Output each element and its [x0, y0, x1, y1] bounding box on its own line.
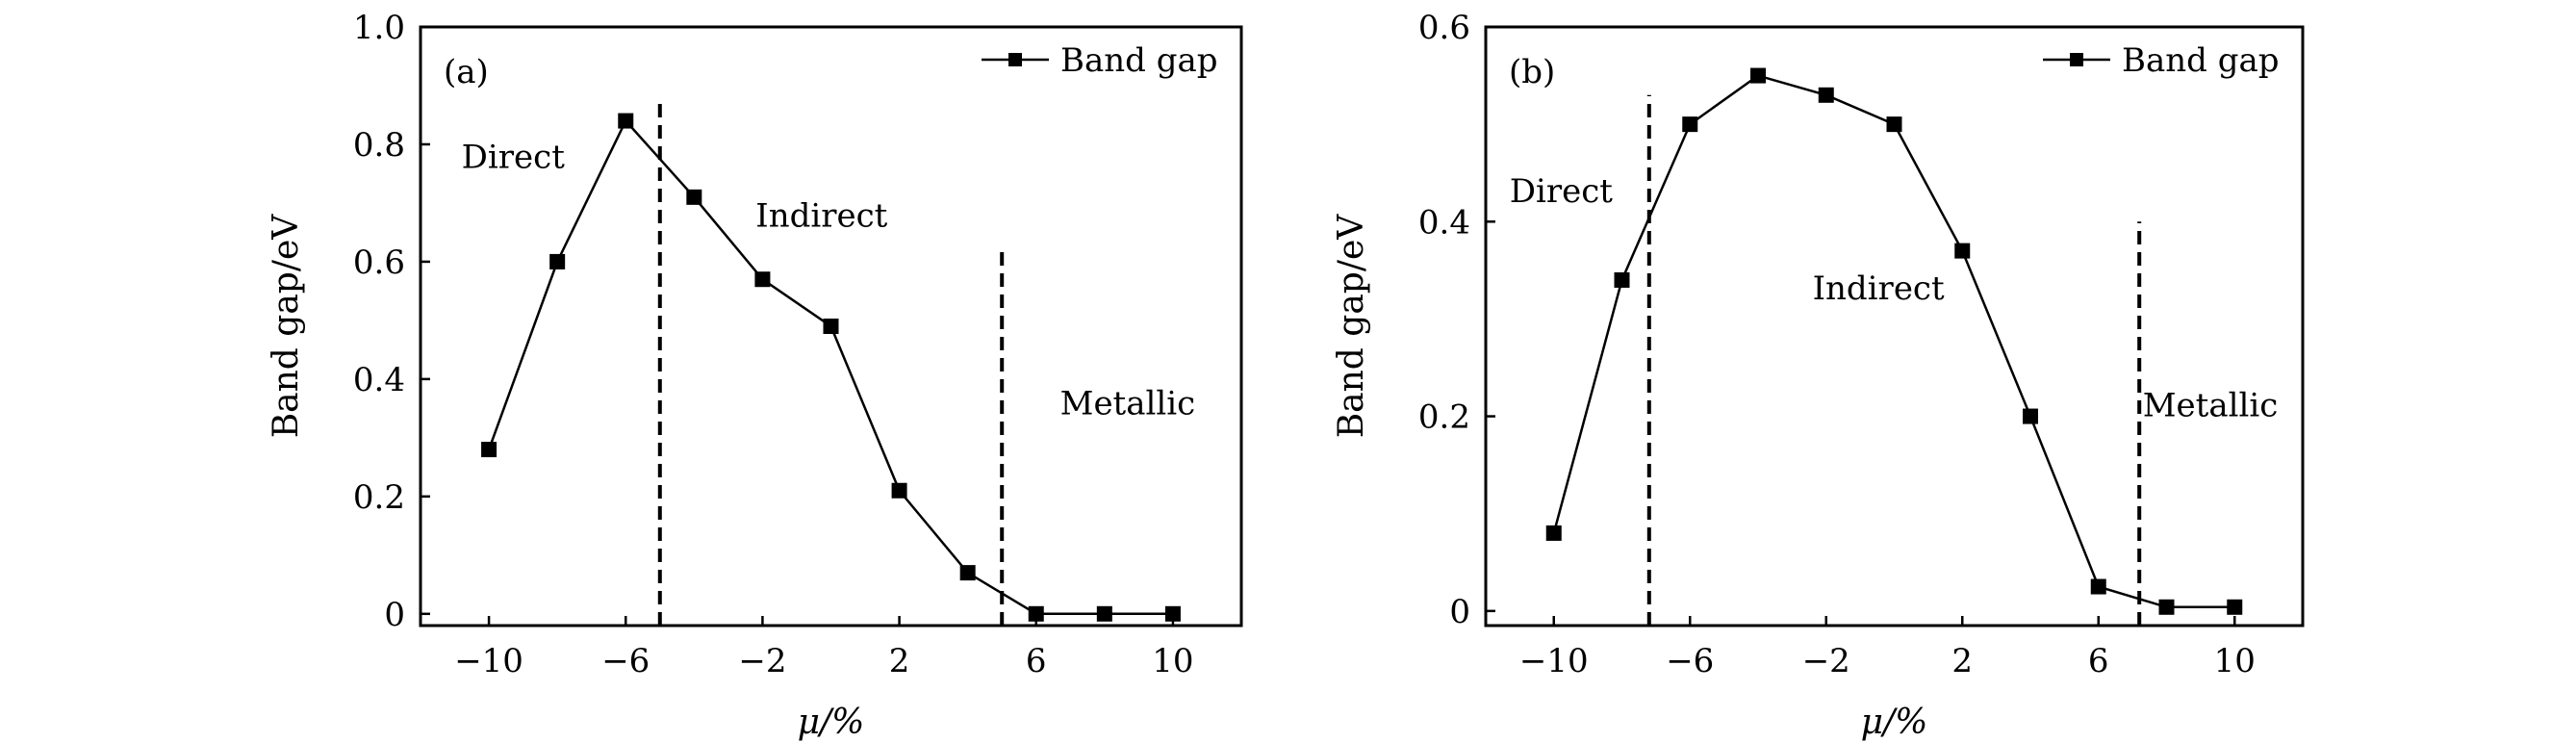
- plot-frame: [1484, 25, 2305, 628]
- x-tick-label: 2: [1951, 642, 1973, 680]
- data-point-marker: [549, 253, 566, 269]
- x-tick-label: 10: [1152, 642, 1193, 680]
- data-point-marker: [2158, 599, 2175, 615]
- y-tick-label: 1.0: [353, 9, 405, 47]
- data-point-marker: [891, 482, 907, 499]
- region-label-direct: Direct: [1510, 172, 1614, 211]
- y-tick-label: 0.4: [353, 361, 405, 399]
- data-point-marker: [1614, 271, 1630, 288]
- y-tick-label: 0.4: [1418, 203, 1470, 242]
- x-tick-label: −10: [454, 642, 523, 680]
- data-point-marker: [2227, 599, 2243, 615]
- region-label-indirect: Indirect: [1813, 269, 1945, 308]
- data-point-marker: [1164, 605, 1181, 622]
- x-axis-label: μ/%: [798, 703, 865, 742]
- data-point-marker: [2023, 408, 2038, 424]
- x-tick-label: −2: [1802, 642, 1850, 680]
- x-tick-label: −2: [738, 642, 786, 680]
- chart-panel-a: −10 −6 −2 2 6 10 0 0.2 0.4 0.6 0.8 1.0 μ/% Band gap/e…: [267, 9, 1243, 742]
- y-axis-label: Band gap/eV: [1332, 214, 1371, 439]
- x-tick-label: 2: [889, 642, 910, 680]
- y-tick-label: 0.6: [1418, 9, 1470, 47]
- x-tick-label: −6: [601, 642, 650, 680]
- data-point-marker: [1818, 87, 1834, 103]
- region-label-indirect: Indirect: [755, 196, 887, 235]
- legend-label: Band gap: [1060, 41, 1218, 80]
- x-axis-label: μ/%: [1861, 703, 1928, 742]
- x-tick-label: −10: [1519, 642, 1589, 680]
- legend-marker: [1008, 53, 1022, 66]
- y-axis-label: Band gap/eV: [267, 214, 306, 439]
- plot-frame: [419, 25, 1243, 628]
- data-point-marker: [1750, 67, 1766, 84]
- legend: Band gap: [2043, 41, 2280, 80]
- legend-marker: [2070, 53, 2083, 66]
- region-label-metallic: Metallic: [2143, 387, 2279, 425]
- data-point-marker: [823, 319, 839, 334]
- data-point-marker: [1886, 116, 1902, 133]
- y-tick-label: 0.6: [353, 243, 405, 282]
- data-point-marker: [754, 271, 771, 288]
- series-line: [487, 118, 1173, 616]
- data-point-marker: [618, 113, 634, 129]
- y-tick-label: 0.2: [353, 478, 405, 517]
- x-tick-label: 6: [1026, 642, 1047, 680]
- data-point-marker: [686, 189, 702, 205]
- data-point-marker: [959, 565, 976, 581]
- y-tick-label: 0.2: [1418, 398, 1470, 437]
- x-tick-label: 6: [2088, 642, 2109, 680]
- series-line: [1552, 74, 2235, 609]
- region-label-direct: Direct: [462, 138, 566, 176]
- x-tick-label: 10: [2214, 642, 2256, 680]
- data-point-marker: [1028, 605, 1044, 622]
- y-tick-label: 0: [1449, 593, 1470, 631]
- panel-label: (a): [444, 53, 489, 91]
- y-tick-label: 0: [384, 596, 405, 634]
- legend-label: Band gap: [2122, 41, 2280, 80]
- data-point-marker: [1545, 525, 1562, 541]
- panel-label: (b): [1509, 53, 1555, 91]
- region-label-metallic: Metallic: [1060, 384, 1196, 423]
- data-point-marker: [1954, 243, 1971, 259]
- data-point-marker: [1096, 605, 1112, 622]
- x-tick-label: −6: [1666, 642, 1714, 680]
- chart-panel-b: −10 −6 −2 2 6 10 0 0.2 0.4 0.6 μ/% Band gap/eV Direc…: [1332, 9, 2305, 742]
- data-point-marker: [1682, 116, 1698, 133]
- data-point-marker: [2090, 578, 2106, 595]
- data-point-marker: [481, 442, 497, 458]
- legend: Band gap: [982, 41, 1218, 80]
- y-tick-label: 0.8: [353, 126, 405, 165]
